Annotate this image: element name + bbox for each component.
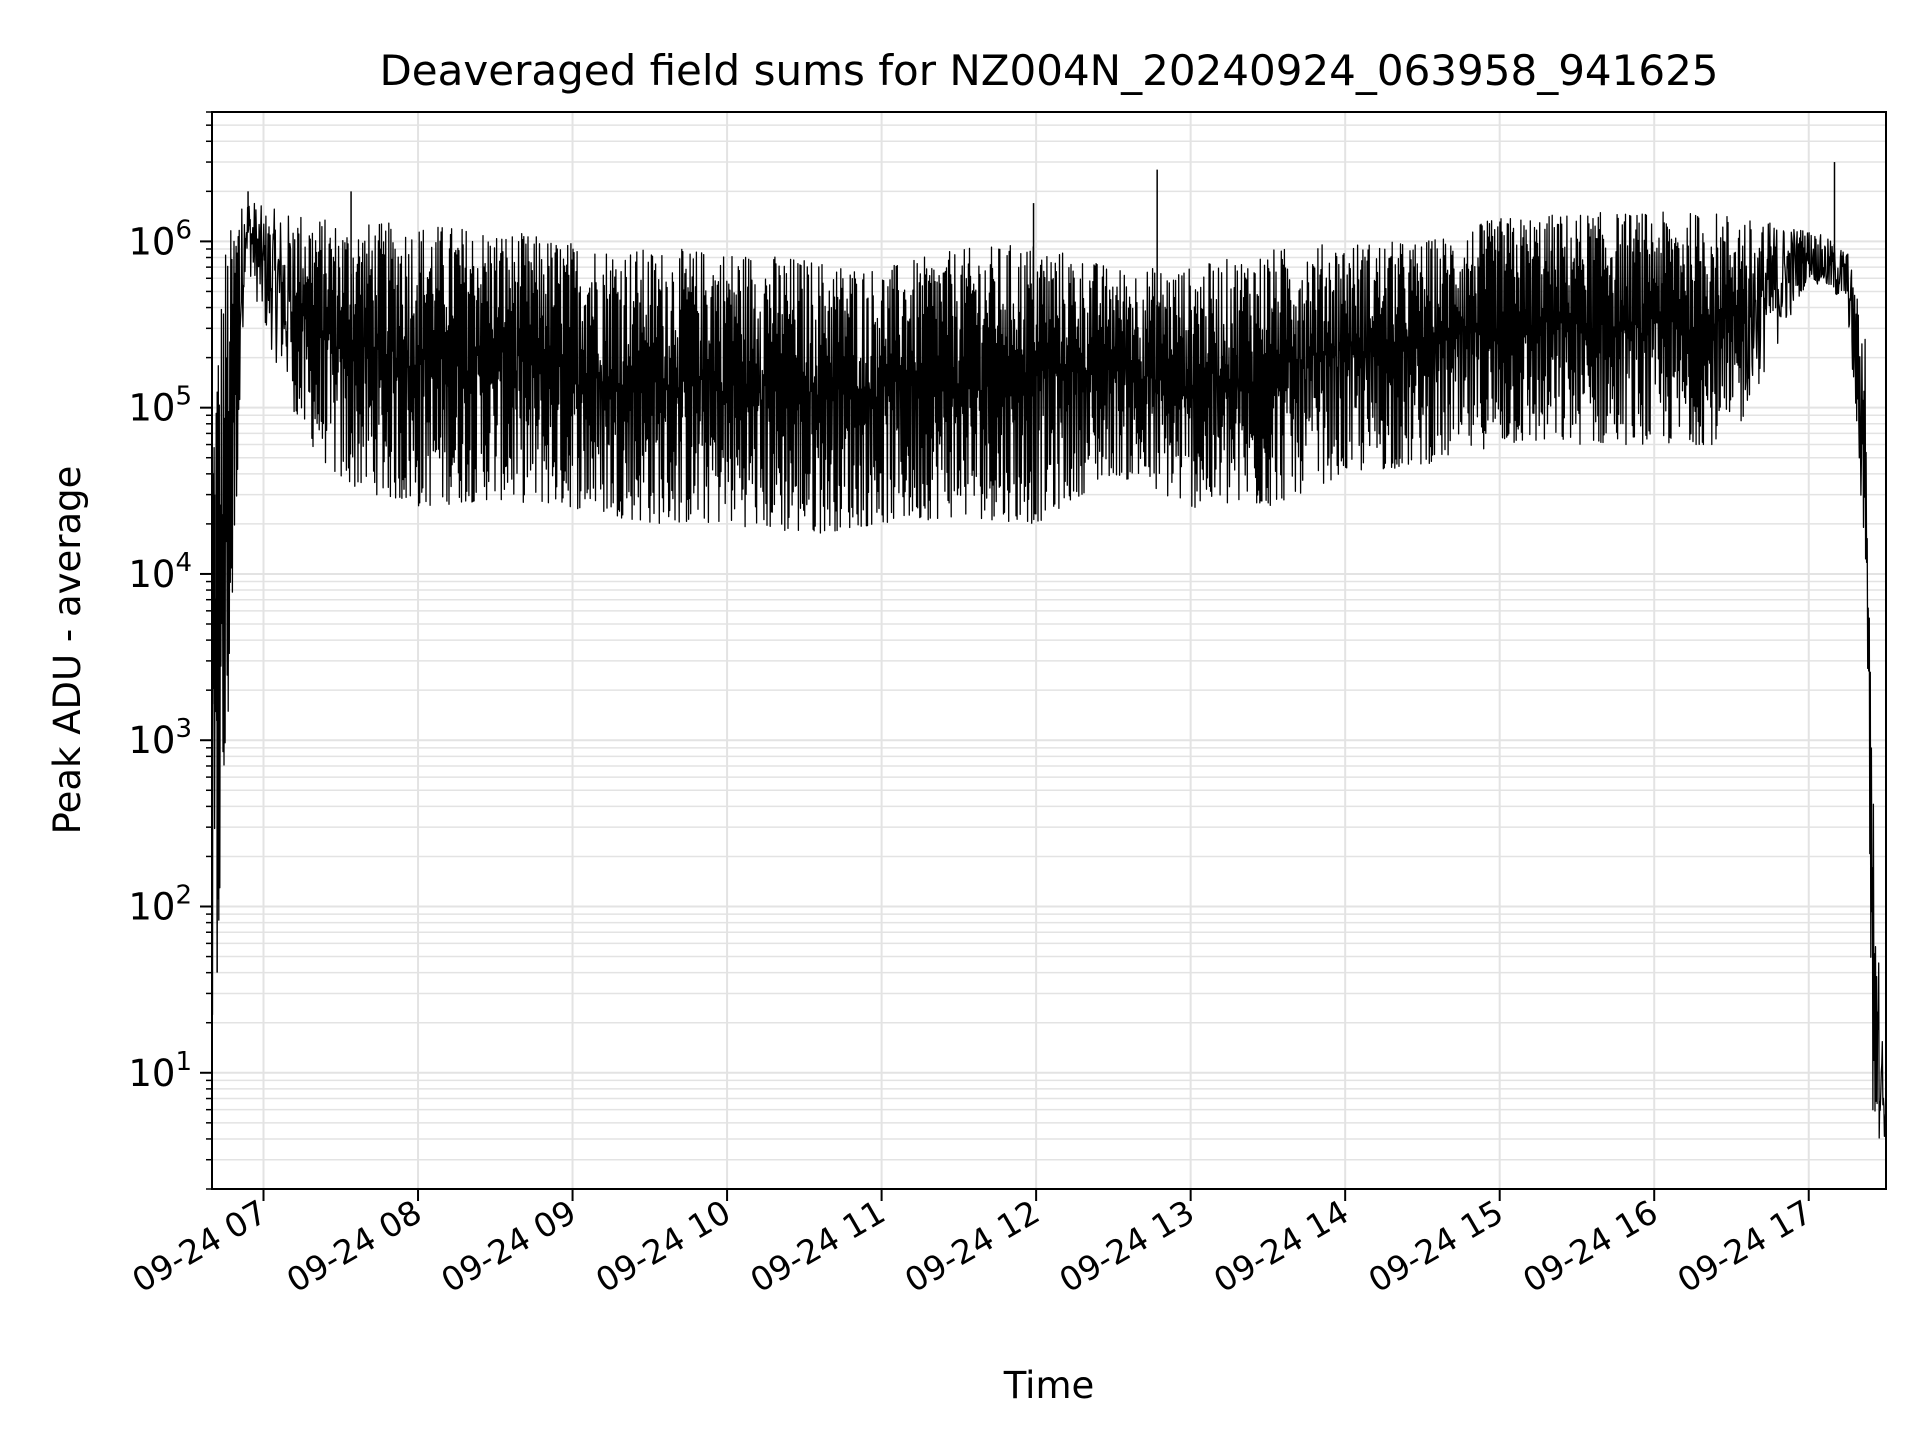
y-tick-label: 102 [128, 880, 192, 928]
y-tick-label: 101 [128, 1047, 192, 1095]
y-tick-base: 10 [128, 220, 175, 263]
y-tick-base: 10 [128, 553, 175, 596]
y-tick-base: 10 [128, 387, 175, 430]
y-tick-exponent: 1 [175, 1047, 192, 1077]
y-tick-label: 103 [128, 714, 192, 762]
y-tick-label: 106 [128, 215, 192, 263]
y-tick-label: 105 [128, 382, 192, 430]
y-tick-exponent: 3 [175, 714, 192, 744]
y-tick-base: 10 [128, 719, 175, 762]
y-tick-exponent: 5 [175, 382, 192, 412]
y-axis-label: Peak ADU - average [46, 466, 89, 835]
chart-title: Deaveraged field sums for NZ004N_2024092… [379, 46, 1718, 95]
y-tick-exponent: 6 [175, 215, 192, 245]
x-axis-label: Time [1003, 1364, 1095, 1407]
data-trace [211, 202, 1887, 1139]
y-tick-exponent: 2 [175, 880, 192, 910]
y-tick-base: 10 [128, 1052, 175, 1095]
y-tick-label: 104 [128, 548, 192, 596]
y-tick-exponent: 4 [175, 548, 192, 578]
axes-frame [211, 111, 1887, 1190]
y-tick-base: 10 [128, 885, 175, 928]
